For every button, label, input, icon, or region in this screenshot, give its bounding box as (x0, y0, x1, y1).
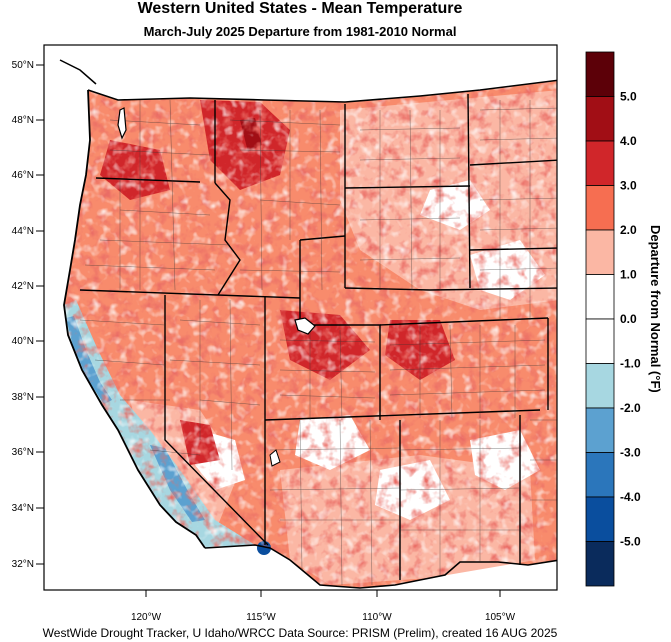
state-borders (79, 93, 557, 580)
canada-border (87, 79, 557, 103)
colorbar-tick-label: 1.0 (620, 268, 637, 282)
colorbar-segment (585, 51, 615, 97)
map-subtitle: March-July 2025 Departure from 1981-2010… (143, 24, 457, 39)
mexico-border (204, 544, 557, 589)
map-body (44, 45, 557, 590)
lon-tick-label: 105°W (485, 612, 516, 623)
colorbar-title: Departure from Normal (°F) (648, 225, 663, 393)
axis-ticks: 50°N 48°N 46°N 44°N 42°N 40°N 38°N 36°N 34°N 32°N… (12, 60, 516, 623)
lon-tick-label: 115°W (246, 612, 276, 623)
lat-tick-label: 32°N (12, 559, 34, 570)
colorbar-segment (585, 407, 615, 453)
colorbar-tick-label: -2.0 (620, 401, 641, 415)
colorbar-segment (585, 274, 615, 320)
pacific-coastline (63, 89, 206, 549)
lat-tick-label: 42°N (12, 281, 34, 292)
colorbar-tick-label: 0.0 (620, 312, 637, 326)
map-frame (43, 44, 558, 591)
colorbar-segment (585, 318, 615, 364)
colorbar-tick-label: -4.0 (620, 490, 641, 504)
lon-tick-label: 120°W (131, 612, 162, 623)
lat-tick-label: 46°N (12, 170, 34, 181)
colorbar-tick-label: 3.0 (620, 179, 637, 193)
lat-tick-label: 34°N (12, 503, 34, 514)
lat-tick-label: 44°N (12, 226, 34, 237)
lake-mead (269, 449, 281, 467)
colorbar-tick-label: 5.0 (620, 90, 637, 104)
colorbar-segment (585, 96, 615, 142)
colorbar-segment (585, 541, 615, 587)
lon-tick-label: 110°W (362, 612, 392, 623)
colorbar-tick-label: -3.0 (620, 446, 641, 460)
colorbar-segment (585, 363, 615, 409)
colorbar-tick-label: -5.0 (620, 535, 641, 549)
great-salt-lake (294, 317, 316, 335)
lat-tick-label: 50°N (12, 60, 34, 71)
county-lines (79, 99, 557, 586)
colorbar-tick-label: -1.0 (620, 357, 641, 371)
colorbar: 5.0 4.0 3.0 2.0 1.0 0.0 -1.0 -2.0 -3.0 -4.0 -5.0 (585, 51, 641, 587)
credit-line: WestWide Drought Tracker, U Idaho/WRCC D… (42, 626, 558, 640)
lat-tick-label: 38°N (12, 392, 34, 403)
lat-tick-label: 36°N (12, 447, 34, 458)
colorbar-tick-label: 4.0 (620, 134, 637, 148)
colorbar-segment (585, 452, 615, 498)
colorbar-segment (585, 496, 615, 542)
colorbar-segment (585, 140, 615, 186)
lat-tick-label: 48°N (12, 115, 34, 126)
map-title: Western United States - Mean Temperature (137, 0, 463, 17)
lat-tick-label: 40°N (12, 336, 34, 347)
colorbar-segment (585, 229, 615, 275)
vancouver-island (59, 59, 97, 85)
puget-sound (117, 107, 127, 140)
colorbar-tick-label: 2.0 (620, 223, 637, 237)
colorbar-segment (585, 185, 615, 231)
